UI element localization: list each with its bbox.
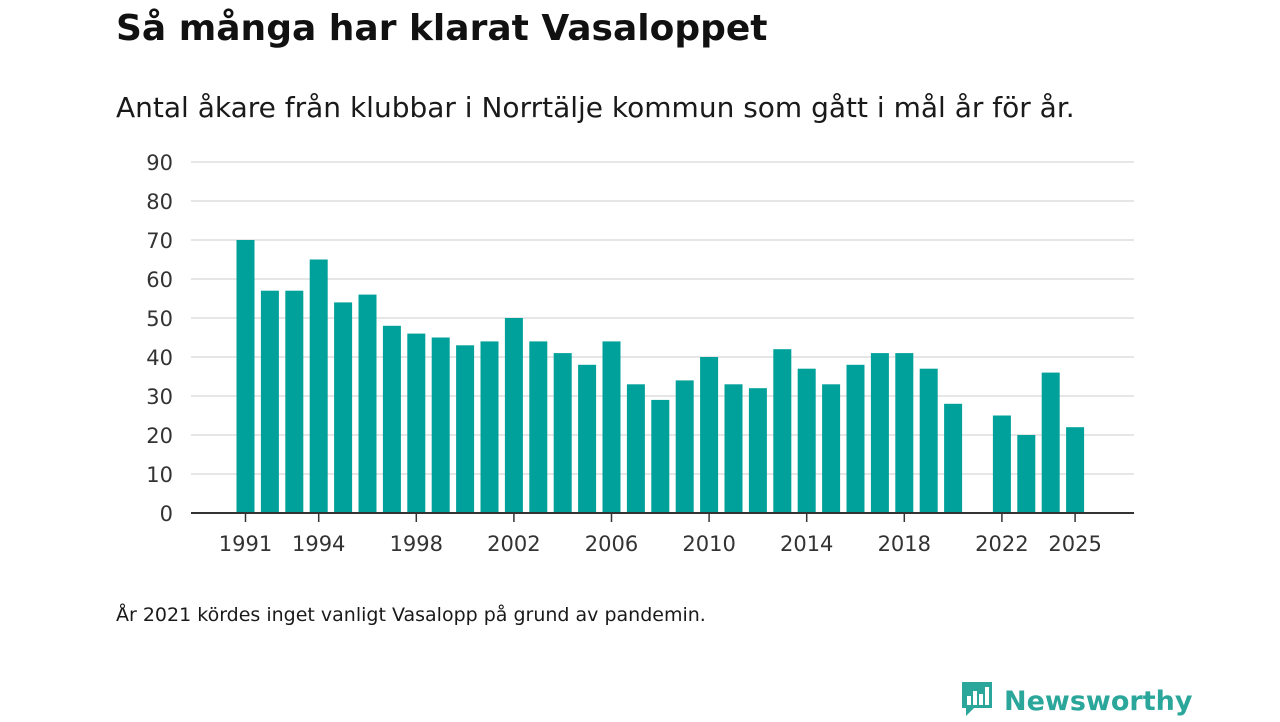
bar-2024[interactable] [1041,372,1060,513]
bar-2016[interactable] [846,364,865,513]
bar-2006[interactable] [602,341,621,513]
bar-2020[interactable] [944,403,963,513]
bar-2008[interactable] [651,399,670,513]
bar-2004[interactable] [553,353,572,513]
bar-2011[interactable] [724,384,743,513]
bar-1998[interactable] [407,333,426,513]
bar-2023[interactable] [1017,435,1036,513]
y-tick-label: 80 [146,190,173,214]
y-tick-label: 90 [146,151,173,175]
brand-name: Newsworthy [1004,685,1193,717]
bar-2000[interactable] [456,345,475,513]
y-axis-ticks: 0 10 20 30 40 50 60 70 80 90 [146,151,173,526]
y-tick-label: 30 [146,385,173,409]
bar-2001[interactable] [480,341,499,513]
x-tick-label: 2018 [878,532,931,556]
x-tick-label: 2010 [682,532,735,556]
bar-1999[interactable] [431,337,450,514]
bar-2017[interactable] [870,353,889,513]
x-tick-label: 2006 [585,532,638,556]
bar-2013[interactable] [773,349,792,513]
y-tick-label: 60 [146,268,173,292]
x-tick-label: 1998 [390,532,443,556]
brand-logo[interactable]: Newsworthy [960,680,1192,722]
x-axis-ticks: 1991 1994 1998 2002 2006 2010 2014 2018 2022 2025 [219,513,1102,556]
x-tick-label: 2002 [487,532,540,556]
x-tick-label: 2025 [1048,532,1101,556]
bar-2025[interactable] [1066,427,1085,513]
y-tick-label: 70 [146,229,173,253]
bar-1993[interactable] [285,290,304,513]
bar-1994[interactable] [309,259,328,514]
bars [236,240,1085,514]
y-tick-label: 40 [146,346,173,370]
footnote: År 2021 kördes inget vanligt Vasalopp på… [116,604,706,626]
bar-2002[interactable] [504,318,523,513]
bar-2019[interactable] [919,368,938,513]
newsworthy-logo-icon [960,680,994,722]
bar-2022[interactable] [992,415,1011,514]
bar-2010[interactable] [700,357,719,513]
bar-1997[interactable] [382,325,401,513]
bar-1992[interactable] [260,290,279,513]
bar-2005[interactable] [578,364,597,513]
chart-title: Så många har klarat Vasaloppet [116,8,768,49]
y-tick-label: 10 [146,463,173,487]
y-tick-label: 20 [146,424,173,448]
x-tick-label: 2014 [780,532,833,556]
x-tick-label: 2022 [975,532,1028,556]
y-tick-label: 50 [146,307,173,331]
bar-2012[interactable] [748,388,767,513]
x-tick-label: 1991 [219,532,272,556]
bar-1995[interactable] [334,302,353,513]
bar-1991[interactable] [236,240,255,513]
bar-2009[interactable] [675,380,694,513]
bar-1996[interactable] [358,294,377,513]
bar-2007[interactable] [626,384,645,513]
bar-2015[interactable] [822,384,841,513]
bar-2003[interactable] [529,341,548,513]
y-tick-label: 0 [160,502,173,526]
bar-chart: 0 10 20 30 40 50 60 70 80 90 1991 1994 1998 2002 2006… [146,151,1134,556]
x-tick-label: 1994 [292,532,345,556]
bar-2014[interactable] [797,368,816,513]
bar-2018[interactable] [895,353,914,513]
chart-subtitle: Antal åkare från klubbar i Norrtälje kom… [116,91,1075,124]
